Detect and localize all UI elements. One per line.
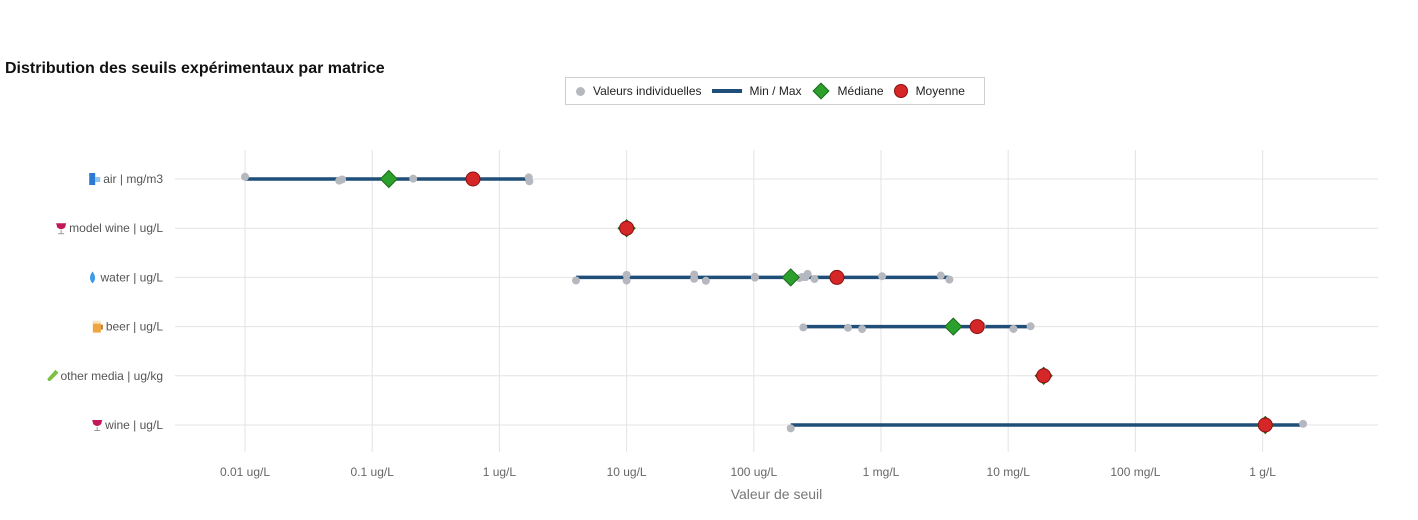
median-marker [379,169,398,189]
data-point [750,272,759,281]
data-point [571,276,580,285]
y-tick-label: beer | ug/L [106,320,163,334]
data-point [701,276,710,285]
wine-glass-icon [92,420,103,431]
data-point [1009,324,1018,333]
mean-marker [1036,368,1052,384]
x-tick-label: 0.1 ug/L [351,465,395,479]
legend-item-mean[interactable]: Moyenne [893,84,965,98]
legend-item-points[interactable]: Valeurs individuelles [576,84,702,98]
data-point [936,271,945,280]
legend-label-mean: Moyenne [915,84,965,98]
data-point [241,172,249,181]
legend-swatch-mean [893,84,908,98]
beer-icon [92,320,103,333]
wine-glass-icon [56,223,67,235]
chart-title: Distribution des seuils expérimentaux pa… [5,60,385,77]
y-tick-label: water | ug/L [100,270,164,284]
legend-label-range: Min / Max [749,84,802,98]
x-tick-label: 1 mg/L [863,465,900,479]
data-point [799,323,808,332]
x-axis-label: Valeur de seuil [731,486,823,502]
median-marker [781,268,800,287]
data-point [878,272,887,281]
data-point [690,270,699,279]
legend-label-points: Valeurs individuelles [593,84,702,98]
x-tick-label: 100 ug/L [730,465,777,479]
data-point [338,175,347,184]
data-point [525,177,534,186]
data-point [409,174,418,183]
mean-marker [969,319,985,335]
air-icon [89,173,101,185]
x-tick-label: 10 mg/L [987,465,1031,479]
mean-marker [465,171,481,187]
data-point [803,269,812,278]
data-point [810,275,819,284]
median-marker [944,317,963,336]
legend-swatch-range [711,89,742,93]
data-point [858,324,867,333]
data-point [945,275,954,284]
x-tick-label: 0.01 ug/L [220,465,270,479]
y-tick-label: other media | ug/kg [60,369,163,383]
legend-label-median: Médiane [837,84,884,98]
legend-item-median[interactable]: Médiane [812,82,884,100]
x-tick-label: 100 mg/L [1110,465,1160,479]
data-point [622,270,631,279]
data-point [786,424,795,433]
mean-marker [619,220,635,236]
data-point [1026,322,1035,331]
mean-marker [1257,417,1273,433]
legend-swatch-points [576,86,585,96]
y-tick-label: air | mg/m3 [103,172,163,186]
data-point [622,276,631,285]
water-drop-icon [90,271,96,284]
y-tick-label: wine | ug/L [104,418,163,432]
x-tick-label: 10 ug/L [607,465,647,479]
data-point [843,323,852,332]
y-tick-label: model wine | ug/L [69,221,163,235]
legend-item-range[interactable]: Min / Max [711,84,802,98]
test-tube-icon [47,369,59,382]
x-tick-label: 1 ug/L [483,465,517,479]
x-tick-label: 1 g/L [1249,465,1276,479]
chart-legend[interactable]: Valeurs individuelles Min / Max Médiane … [565,77,985,105]
data-point [1299,419,1308,428]
mean-marker [829,269,845,285]
